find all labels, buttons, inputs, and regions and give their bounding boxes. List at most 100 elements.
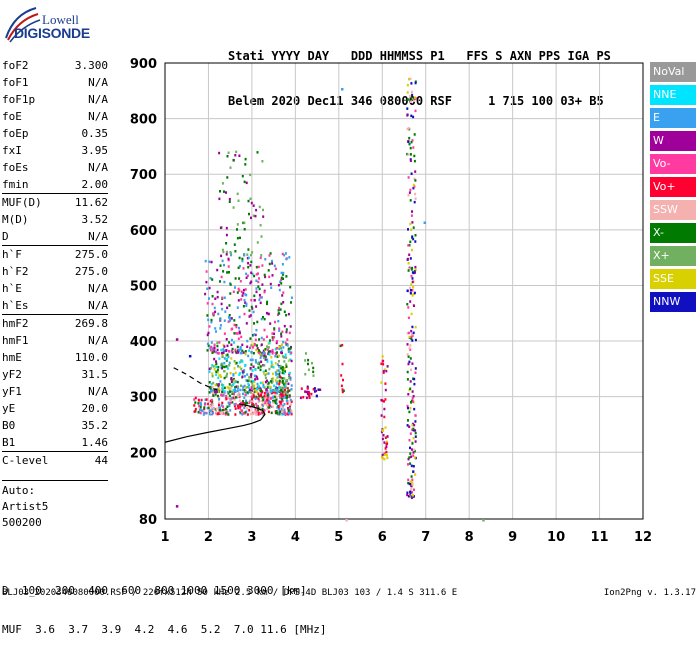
echo-point: [212, 381, 215, 385]
echo-point: [245, 293, 248, 297]
echo-point: [234, 386, 237, 389]
echo-point: [414, 325, 417, 329]
param-row: h`F 275.0: [2, 245, 108, 263]
legend-item: Vo+: [650, 177, 696, 197]
echo-point: [267, 396, 270, 399]
echo-point: [271, 338, 274, 341]
y-tick-label: 200: [130, 446, 157, 461]
echo-point: [255, 328, 258, 332]
echo-point: [222, 389, 225, 392]
echo-point: [266, 407, 269, 411]
echo-point: [406, 353, 409, 356]
echo-point: [413, 304, 415, 307]
echo-point: [259, 301, 262, 305]
echo-point: [271, 389, 274, 392]
y-tick-label: 400: [130, 335, 157, 350]
echo-point: [204, 403, 207, 406]
echo-points: [175, 77, 485, 522]
echo-point: [239, 351, 242, 355]
param-row: yF1 N/A: [2, 383, 108, 400]
muf-distance-table: D 100 200 400 600 800 1000 1500 3000 [km…: [2, 558, 327, 649]
echo-point: [281, 371, 284, 375]
echo-point: [260, 317, 263, 321]
echo-point: [224, 310, 227, 313]
echo-point: [234, 154, 237, 157]
echo-point: [221, 248, 224, 252]
echo-point: [229, 292, 232, 295]
echo-point: [210, 341, 213, 344]
echo-point: [315, 389, 318, 393]
y-tick-label: 600: [130, 224, 157, 239]
echo-point: [276, 351, 278, 354]
echo-point: [246, 413, 249, 416]
echo-point: [383, 407, 386, 411]
echo-point: [281, 294, 284, 297]
echo-point: [288, 394, 291, 397]
echo-point: [382, 457, 384, 460]
echo-point: [220, 383, 223, 386]
echo-point: [215, 373, 218, 376]
echo-point: [229, 252, 232, 255]
echo-point: [249, 388, 251, 392]
echo-point: [217, 398, 220, 401]
echo-point: [406, 127, 409, 131]
echo-point: [266, 403, 268, 407]
echo-point: [290, 388, 293, 391]
echo-point: [254, 410, 257, 414]
echo-point: [259, 256, 262, 260]
profile-curves: [164, 367, 266, 443]
echo-point: [341, 362, 344, 366]
echo-point: [255, 348, 258, 352]
echo-point: [383, 441, 386, 444]
echo-point: [252, 365, 255, 368]
echo-point: [242, 305, 245, 308]
echo-point: [279, 401, 282, 405]
echo-point: [235, 324, 238, 327]
echo-point: [287, 350, 290, 353]
echo-point: [259, 224, 262, 227]
param-value: 110.0: [74, 351, 108, 364]
echo-point: [274, 355, 277, 358]
echo-point: [239, 405, 242, 408]
echo-point: [245, 399, 247, 402]
echo-point: [270, 380, 272, 383]
param-row: MUF(D) 11.62: [2, 193, 108, 211]
echo-point: [211, 302, 214, 306]
param-value: 11.62: [74, 196, 108, 209]
echo-point: [227, 413, 230, 416]
echo-point: [253, 387, 256, 390]
echo-point: [285, 328, 288, 331]
echo-point: [210, 260, 213, 264]
echo-point: [410, 82, 413, 85]
echo-point: [409, 344, 412, 347]
echo-point: [283, 385, 286, 388]
legend-item: W: [650, 131, 696, 151]
echo-point: [272, 396, 274, 399]
echo-point: [211, 391, 214, 395]
echo-point: [269, 282, 272, 286]
echo-point: [284, 370, 287, 373]
echo-point: [411, 294, 414, 297]
echo-point: [239, 403, 241, 407]
echo-point: [227, 257, 230, 261]
echo-point: [406, 152, 409, 156]
echo-point: [276, 391, 279, 395]
echo-point: [384, 436, 387, 439]
echo-point: [223, 280, 226, 284]
echo-point: [216, 412, 219, 416]
echo-point: [277, 319, 280, 323]
echo-point: [219, 318, 222, 321]
echo-point: [210, 366, 213, 370]
echo-point: [409, 153, 412, 156]
echo-point: [287, 382, 290, 385]
echo-point: [290, 351, 293, 354]
echo-point: [264, 358, 267, 361]
echo-point: [281, 394, 284, 397]
x-tick-label: 3: [247, 530, 256, 545]
echo-point: [222, 343, 225, 347]
echo-point: [238, 256, 241, 260]
echo-point: [278, 327, 281, 330]
echo-point: [408, 77, 410, 81]
echo-point: [263, 392, 266, 395]
echo-point: [341, 388, 344, 391]
